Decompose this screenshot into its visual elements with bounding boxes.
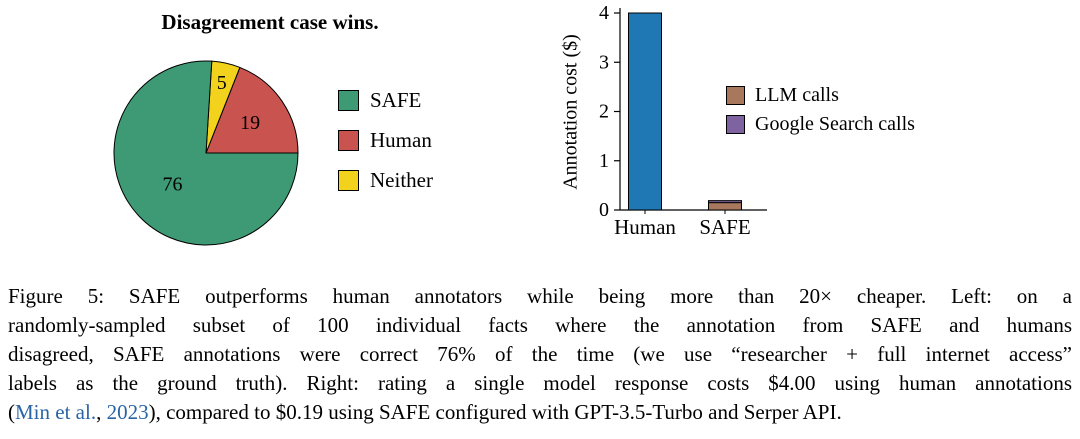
caption-text: ( bbox=[8, 400, 15, 424]
bar-chart-svg: 0 1 2 3 4 Human SAFE bbox=[599, 2, 767, 239]
caption-line-3: disagreed, SAFE annotations were correct… bbox=[8, 340, 1072, 369]
legend-swatch-safe bbox=[338, 90, 359, 111]
caption-line-5: (Min et al., 2023), compared to $0.19 us… bbox=[8, 398, 1072, 427]
caption-line-4: labels as the ground truth). Right: rati… bbox=[8, 369, 1072, 398]
bar-legend-item-llm-calls: LLM calls bbox=[726, 84, 915, 107]
pie-value-label-safe: 76 bbox=[163, 174, 183, 196]
y-tick-label: 2 bbox=[599, 101, 609, 123]
bar-safe-llm-calls bbox=[708, 202, 742, 211]
pie-chart-title: Disagreement case wins. bbox=[161, 10, 379, 34]
caption-text: labels as the ground truth). Right: rati… bbox=[8, 371, 1072, 395]
bar-human-human bbox=[628, 12, 662, 211]
legend-swatch-llm-calls bbox=[726, 86, 745, 105]
caption-line-1: Figure 5: SAFE outperforms human annotat… bbox=[8, 282, 1072, 311]
y-tick-label: 1 bbox=[599, 150, 609, 172]
pie-value-label-human: 19 bbox=[240, 112, 260, 134]
x-category-label: SAFE bbox=[699, 215, 750, 239]
pie-chart-svg: 19 5 76 bbox=[113, 60, 299, 246]
pie-legend-item-human: Human bbox=[338, 128, 433, 153]
pie-legend-item-neither: Neither bbox=[338, 168, 433, 193]
legend-label: Google Search calls bbox=[755, 113, 915, 135]
bar-legend-item-google-search-calls: Google Search calls bbox=[726, 113, 915, 136]
legend-swatch-google-search-calls bbox=[726, 115, 745, 134]
figure-caption: Figure 5: SAFE outperforms human annotat… bbox=[8, 282, 1072, 427]
caption-line-2: randomly-sampled subset of 100 individua… bbox=[8, 311, 1072, 340]
citation-link[interactable]: 2023 bbox=[106, 400, 149, 424]
pie-legend: SAFE Human Neither bbox=[338, 88, 433, 208]
caption-text: disagreed, SAFE annotations were correct… bbox=[8, 342, 1072, 366]
caption-text: ), compared to $0.19 using SAFE configur… bbox=[148, 400, 842, 424]
legend-swatch-human bbox=[338, 130, 359, 151]
y-tick-label: 3 bbox=[599, 51, 609, 73]
legend-label: Neither bbox=[370, 168, 433, 192]
citation-link[interactable]: Min et al. bbox=[15, 400, 97, 424]
legend-swatch-neither bbox=[338, 170, 359, 191]
pie-legend-item-safe: SAFE bbox=[338, 88, 433, 113]
y-tick-label: 0 bbox=[599, 199, 609, 221]
legend-label: SAFE bbox=[370, 88, 422, 112]
caption-text: , bbox=[96, 400, 107, 424]
pie-value-label-neither: 5 bbox=[217, 72, 227, 94]
legend-label: LLM calls bbox=[755, 84, 839, 106]
y-tick-label: 4 bbox=[599, 2, 609, 24]
caption-text: randomly-sampled subset of 100 individua… bbox=[8, 313, 1072, 337]
bar-legend: LLM calls Google Search calls bbox=[726, 84, 915, 142]
legend-label: Human bbox=[370, 128, 432, 152]
pie-slice-human bbox=[205, 66, 299, 154]
pie-slice-safe bbox=[113, 60, 299, 246]
x-category-label: Human bbox=[614, 215, 676, 239]
caption-text: Figure 5: SAFE outperforms human annotat… bbox=[8, 284, 1072, 308]
bar-safe-google-search-calls bbox=[708, 200, 742, 204]
